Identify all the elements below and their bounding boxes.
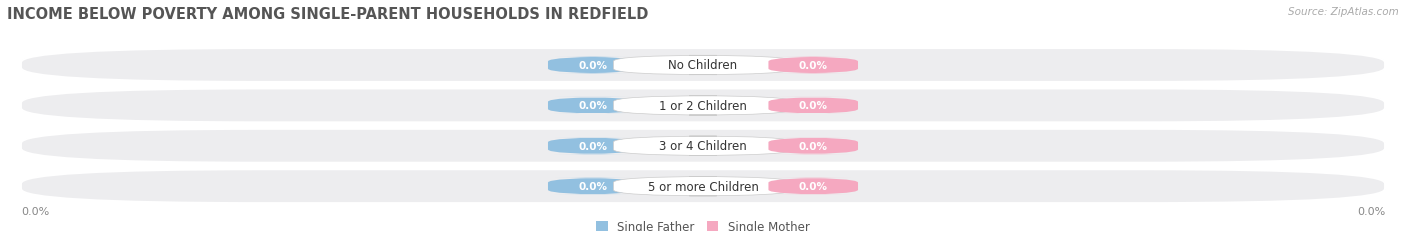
FancyBboxPatch shape bbox=[769, 178, 858, 195]
FancyBboxPatch shape bbox=[548, 57, 637, 74]
Text: Source: ZipAtlas.com: Source: ZipAtlas.com bbox=[1288, 7, 1399, 17]
Legend: Single Father, Single Mother: Single Father, Single Mother bbox=[592, 215, 814, 231]
Text: 0.0%: 0.0% bbox=[21, 206, 49, 216]
FancyBboxPatch shape bbox=[613, 96, 793, 116]
FancyBboxPatch shape bbox=[21, 49, 1385, 83]
Text: No Children: No Children bbox=[668, 59, 738, 72]
FancyBboxPatch shape bbox=[548, 178, 637, 195]
Text: 0.0%: 0.0% bbox=[799, 141, 828, 151]
Text: 0.0%: 0.0% bbox=[578, 101, 607, 111]
Text: 0.0%: 0.0% bbox=[799, 101, 828, 111]
FancyBboxPatch shape bbox=[21, 89, 1385, 123]
FancyBboxPatch shape bbox=[548, 138, 637, 155]
FancyBboxPatch shape bbox=[613, 177, 793, 196]
FancyBboxPatch shape bbox=[769, 57, 858, 74]
Text: 0.0%: 0.0% bbox=[578, 141, 607, 151]
Text: 0.0%: 0.0% bbox=[799, 61, 828, 71]
FancyBboxPatch shape bbox=[21, 129, 1385, 163]
Text: 3 or 4 Children: 3 or 4 Children bbox=[659, 140, 747, 153]
Text: 1 or 2 Children: 1 or 2 Children bbox=[659, 100, 747, 112]
FancyBboxPatch shape bbox=[21, 170, 1385, 203]
Text: 0.0%: 0.0% bbox=[799, 181, 828, 191]
Text: 0.0%: 0.0% bbox=[1357, 206, 1385, 216]
Text: 5 or more Children: 5 or more Children bbox=[648, 180, 758, 193]
FancyBboxPatch shape bbox=[769, 97, 858, 114]
Text: 0.0%: 0.0% bbox=[578, 61, 607, 71]
FancyBboxPatch shape bbox=[769, 138, 858, 155]
FancyBboxPatch shape bbox=[613, 56, 793, 75]
Text: 0.0%: 0.0% bbox=[578, 181, 607, 191]
FancyBboxPatch shape bbox=[548, 97, 637, 114]
FancyBboxPatch shape bbox=[613, 137, 793, 156]
Text: INCOME BELOW POVERTY AMONG SINGLE-PARENT HOUSEHOLDS IN REDFIELD: INCOME BELOW POVERTY AMONG SINGLE-PARENT… bbox=[7, 7, 648, 22]
